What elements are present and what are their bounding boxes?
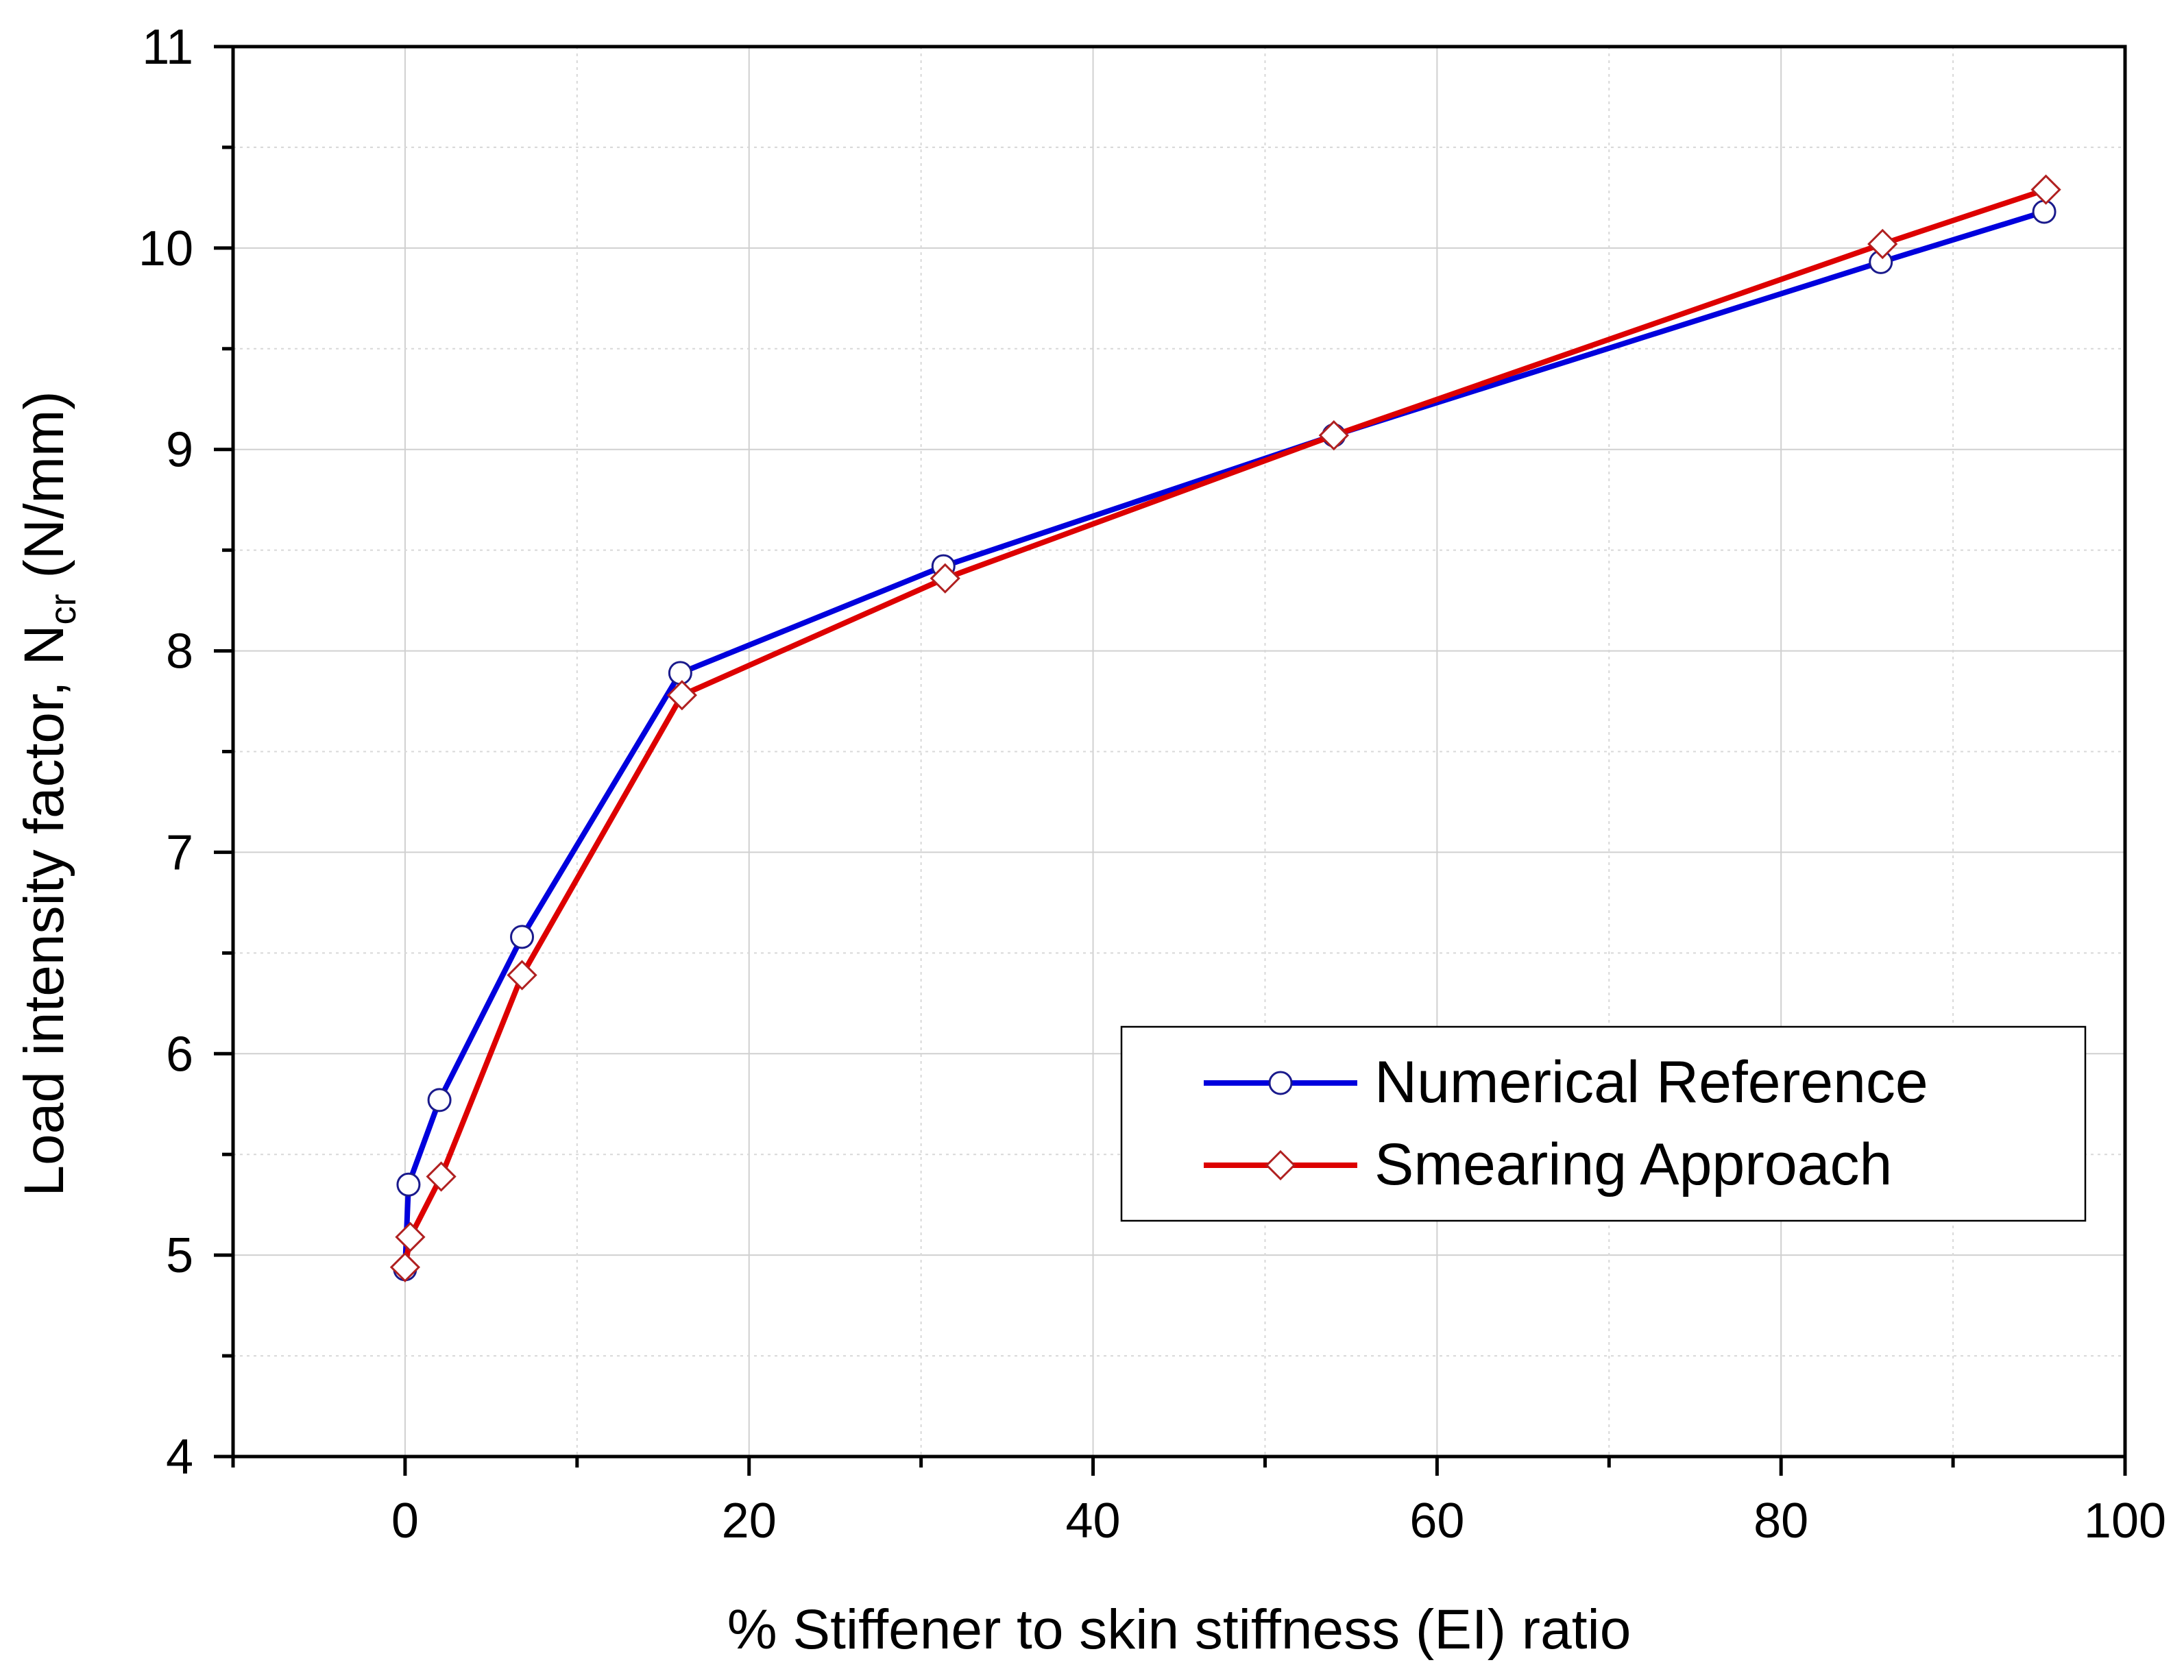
data-point bbox=[507, 960, 537, 990]
legend-entry-numerical-reference: Numerical Reference bbox=[1204, 1049, 1928, 1115]
y-tick-labels: 4 5 6 7 8 9 10 11 bbox=[138, 20, 193, 1485]
data-point bbox=[427, 1088, 452, 1112]
plot-series bbox=[389, 174, 2061, 1282]
axis-ticks bbox=[214, 45, 2127, 1476]
x-tick-label: 100 bbox=[2084, 1494, 2166, 1548]
data-point bbox=[1867, 228, 1898, 260]
legend-label-smearing-approach: Smearing Approach bbox=[1374, 1132, 1892, 1197]
y-axis-label-subscript: cr bbox=[43, 594, 84, 624]
y-tick-label: 5 bbox=[166, 1228, 193, 1283]
x-tick-label: 40 bbox=[1065, 1494, 1120, 1548]
y-axis-label-main: Load intensity factor, N bbox=[13, 624, 75, 1196]
data-point bbox=[666, 680, 697, 711]
data-point bbox=[2030, 174, 2061, 205]
data-point bbox=[2032, 199, 2056, 224]
y-tick-label: 10 bbox=[138, 221, 193, 276]
legend-marker-smearing-approach bbox=[1265, 1149, 1296, 1181]
y-tick-label: 7 bbox=[166, 825, 193, 880]
y-tick-label: 11 bbox=[142, 20, 193, 75]
data-point bbox=[389, 1252, 421, 1282]
data-point bbox=[510, 925, 535, 949]
x-tick-label: 80 bbox=[1754, 1494, 1808, 1548]
data-point bbox=[1318, 420, 1349, 451]
series-smearing-approach bbox=[389, 174, 2061, 1282]
y-axis-label: Load intensity factor, Ncr (N/mm) bbox=[13, 391, 84, 1196]
y-tick-label: 8 bbox=[166, 624, 193, 679]
data-point bbox=[668, 661, 692, 685]
y-axis-label-unit: (N/mm) bbox=[13, 391, 75, 594]
data-point bbox=[426, 1161, 457, 1192]
x-tick-label: 0 bbox=[391, 1494, 419, 1548]
legend-label-numerical-reference: Numerical Reference bbox=[1374, 1049, 1928, 1115]
data-point bbox=[395, 1221, 426, 1252]
y-tick-label: 4 bbox=[166, 1430, 193, 1485]
data-point bbox=[930, 563, 960, 594]
grid bbox=[233, 47, 2125, 1457]
x-axis-label: % Stiffener to skin stiffness (EI) ratio bbox=[727, 1598, 1631, 1661]
x-tick-labels: 0 20 40 60 80 100 bbox=[391, 1494, 2166, 1548]
legend-entry-smearing-approach: Smearing Approach bbox=[1204, 1132, 1892, 1197]
data-point bbox=[396, 1172, 421, 1197]
legend-marker-numerical-reference bbox=[1268, 1071, 1293, 1095]
y-tick-label: 9 bbox=[166, 423, 193, 478]
y-tick-label: 6 bbox=[166, 1027, 193, 1082]
legend-box bbox=[1120, 1025, 2087, 1222]
x-tick-label: 20 bbox=[722, 1494, 777, 1548]
legend: Numerical Reference Smearing Approach bbox=[1120, 1025, 2087, 1222]
x-tick-label: 60 bbox=[1409, 1494, 1464, 1548]
